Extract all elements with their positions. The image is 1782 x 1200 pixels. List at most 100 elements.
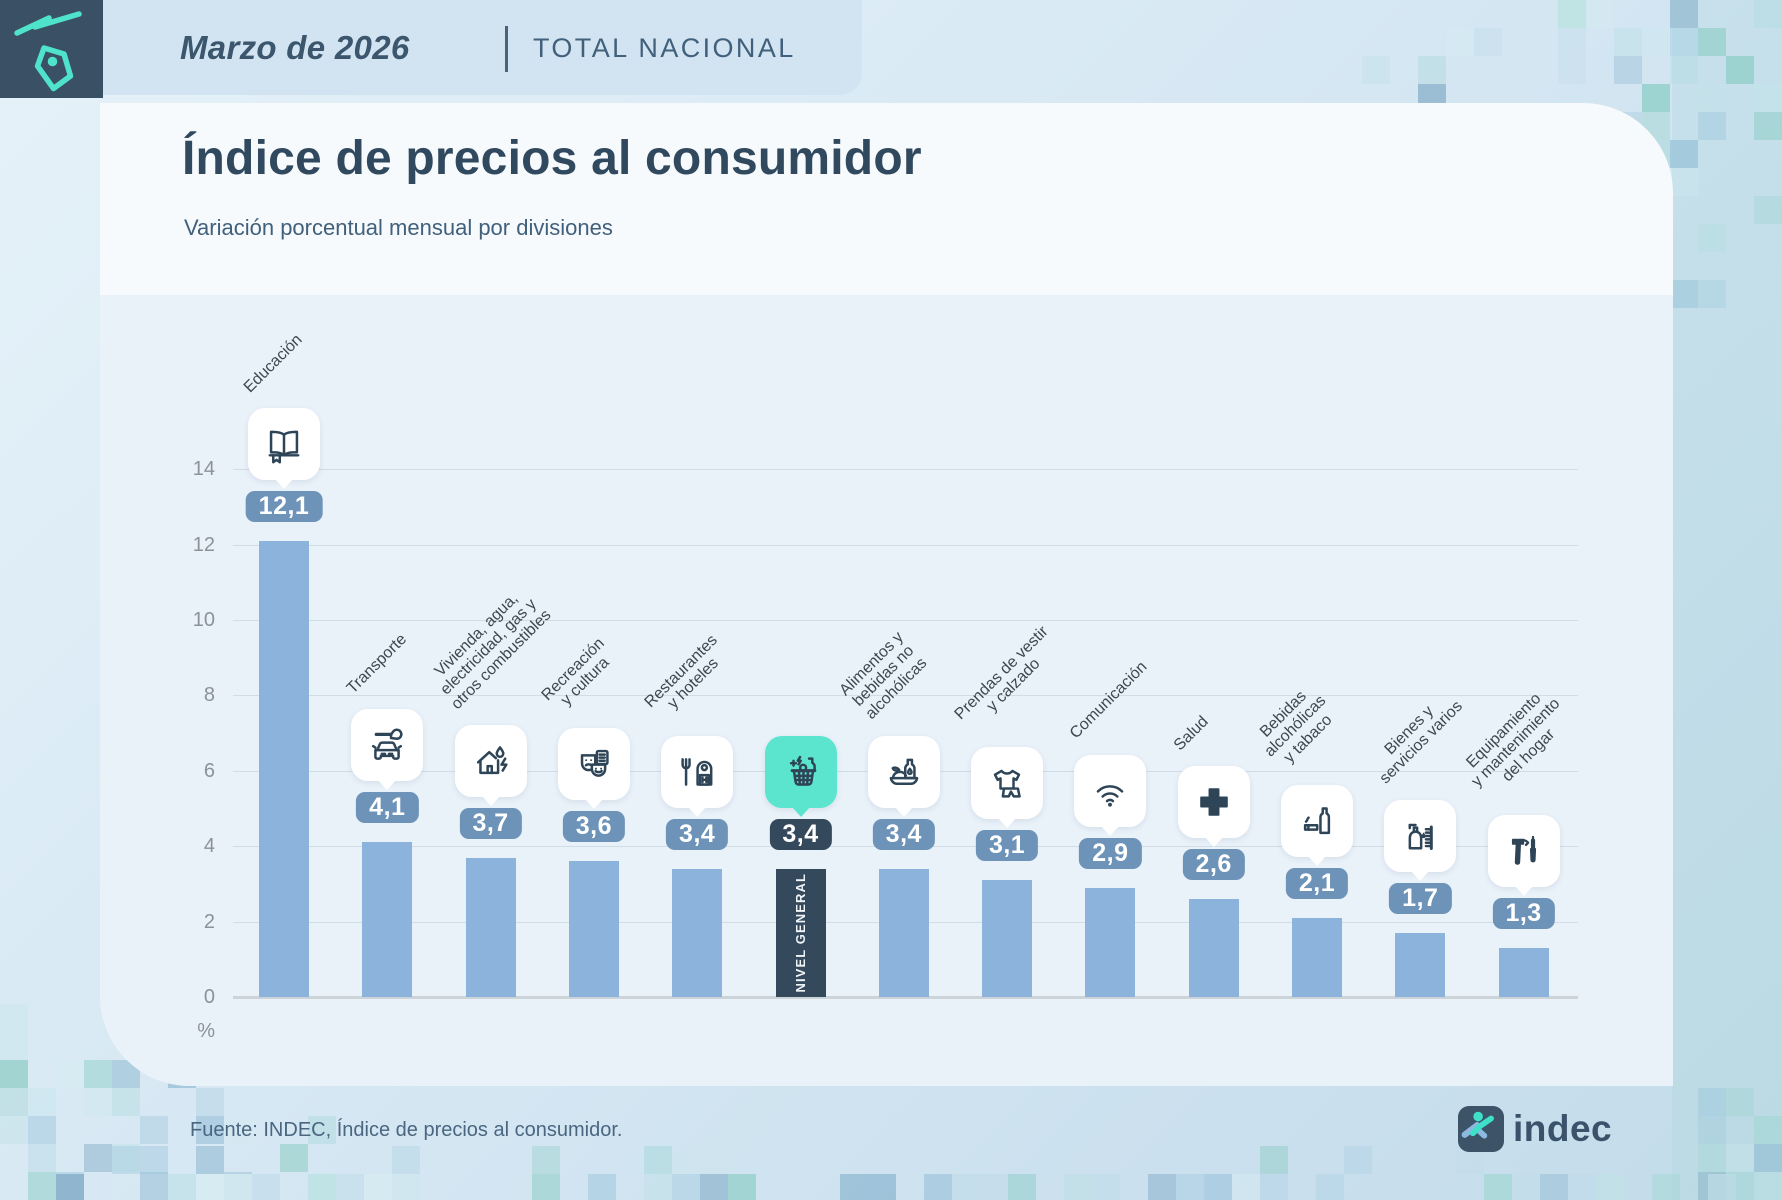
mosaic-tile <box>1260 1146 1288 1174</box>
bar <box>672 868 723 997</box>
category-icon-bubble <box>1487 814 1560 887</box>
mosaic-tile <box>1698 112 1726 140</box>
y-tick-label: 12 <box>192 533 215 556</box>
mosaic-tile <box>1614 56 1642 84</box>
mosaic-tile <box>308 1116 336 1144</box>
mosaic-tile <box>924 1174 952 1200</box>
bar-value-badge: 2,9 <box>1079 837 1142 869</box>
mosaic-tile <box>1754 84 1782 112</box>
mosaic-tile <box>1148 1174 1176 1200</box>
mosaic-tile <box>1726 1088 1754 1116</box>
x-axis-line <box>233 995 1578 999</box>
mosaic-tile <box>0 1004 28 1032</box>
mosaic-tile <box>28 1172 56 1200</box>
category-label-line: Transporte <box>344 630 411 698</box>
mosaic-tile <box>1484 1174 1512 1200</box>
category-label: Comunicación <box>1067 659 1151 743</box>
category-label-line: Salud <box>1170 712 1212 754</box>
grid-line <box>233 469 1578 471</box>
bubble-tail <box>481 795 500 806</box>
mosaic-tile <box>1726 1116 1754 1144</box>
category-icon-bubble <box>764 735 837 808</box>
header-divider <box>505 26 508 72</box>
mosaic-tile <box>1698 1144 1726 1172</box>
bar <box>465 857 516 997</box>
bar <box>878 868 929 997</box>
food-drink-icon <box>889 758 919 785</box>
mosaic-tile <box>1558 56 1586 84</box>
bar-value-badge: 3,6 <box>562 811 626 843</box>
period-label: Marzo de 2026 <box>180 29 410 66</box>
indec-logo-mark <box>1458 1106 1504 1152</box>
grid-line <box>233 620 1578 621</box>
bar-value-badge: 3,7 <box>459 807 522 839</box>
bubble-tail <box>275 478 293 489</box>
mosaic-tile <box>980 1174 1008 1200</box>
mosaic-tile <box>56 1174 84 1200</box>
bubble-tail <box>688 806 707 817</box>
bar <box>259 540 309 997</box>
category-label: Bienes y servicios varios <box>1365 686 1467 788</box>
category-label: Educación <box>241 331 306 396</box>
mosaic-tile <box>728 1174 756 1200</box>
mosaic-tile <box>28 1088 56 1116</box>
toiletries-icon <box>1408 823 1434 850</box>
mosaic-tile <box>0 1116 28 1144</box>
mosaic-tile <box>1698 224 1726 252</box>
indec-wordmark: indec <box>1513 1108 1613 1149</box>
mosaic-tile <box>1754 1116 1782 1144</box>
mosaic-tile <box>1698 280 1726 308</box>
category-icon-bubble <box>1074 754 1147 827</box>
mosaic-tile <box>1726 1144 1754 1172</box>
bubble-tail <box>584 799 603 810</box>
bar <box>1292 917 1342 997</box>
mosaic-tile <box>1446 28 1474 56</box>
bubble-tail <box>378 780 397 791</box>
mosaic-tile <box>280 1144 308 1172</box>
mosaic-tile <box>1418 56 1446 84</box>
house-utilities-icon <box>476 745 508 774</box>
alcohol-tobacco-icon <box>1303 807 1331 834</box>
category-icon-bubble <box>351 709 424 782</box>
bar-value-badge: 3,4 <box>769 818 832 850</box>
page-subtitle: Variación porcentual mensual por divisio… <box>184 215 613 240</box>
category-label-line: Educación <box>240 330 306 396</box>
mosaic-tile <box>0 1060 28 1088</box>
mosaic-tile <box>1586 0 1614 28</box>
mosaic-tile <box>1670 140 1698 168</box>
mosaic-tile <box>392 1146 420 1174</box>
bar <box>1085 887 1136 997</box>
bubble-tail <box>894 806 913 817</box>
indec-logo: indec <box>1458 1106 1612 1152</box>
category-label: Recreación y cultura <box>538 635 620 717</box>
bar-value-badge: 3,4 <box>872 818 935 850</box>
mosaic-tile <box>1670 168 1698 196</box>
mosaic-tile <box>0 1088 28 1116</box>
price-tag-icon <box>14 11 82 92</box>
bubble-tail <box>791 806 810 817</box>
mosaic-tile <box>364 1174 392 1200</box>
mosaic-tile <box>1568 1174 1596 1200</box>
car-repair-icon <box>372 728 403 761</box>
mosaic-tile <box>336 1174 364 1200</box>
bar-value-badge: 12,1 <box>245 490 323 522</box>
background-wash <box>1672 0 1782 1200</box>
mosaic-tile <box>196 1146 224 1174</box>
mosaic-tile <box>1670 0 1698 28</box>
mosaic-tile <box>952 1174 980 1200</box>
mosaic-tile <box>868 1174 896 1200</box>
bar-value-badge: 4,1 <box>356 792 419 824</box>
y-tick-label: 10 <box>192 609 215 631</box>
mosaic-tile <box>588 1174 616 1200</box>
mosaic-tile <box>1754 1172 1782 1200</box>
mosaic-tile <box>84 1060 112 1088</box>
y-tick-label: 8 <box>203 684 215 707</box>
bubble-tail <box>1514 885 1533 896</box>
mosaic-tile <box>308 1174 336 1200</box>
category-label: Restaurantes y hoteles <box>642 632 734 724</box>
y-tick-label: 2 <box>203 910 215 933</box>
bar <box>1188 898 1239 997</box>
mosaic-tile <box>1092 1174 1120 1200</box>
theater-masks-icon <box>580 750 609 778</box>
